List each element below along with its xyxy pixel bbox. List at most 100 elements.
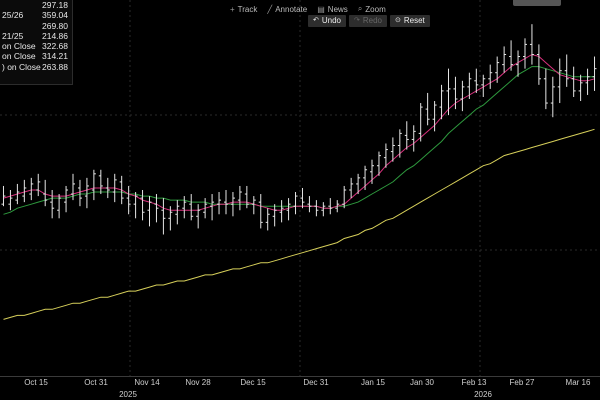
legend-row: 21/25 214.86: [0, 31, 72, 41]
ohlc-bar: [15, 183, 20, 205]
ohlc-bar: [77, 179, 82, 207]
ohlc-bar: [36, 173, 41, 197]
track-tool[interactable]: + Track: [230, 3, 257, 15]
ohlc-bar: [349, 177, 354, 199]
ohlc-bar: [474, 68, 479, 93]
ohlc-bar: [189, 194, 194, 221]
ohlc-bar: [363, 165, 368, 190]
ohlc-bar: [370, 159, 375, 184]
ohlc-bar: [557, 58, 562, 104]
x-year-label: 2026: [474, 390, 492, 399]
ohlc-bar: [460, 80, 465, 112]
ohlc-bar: [578, 74, 583, 102]
reset-button[interactable]: ⊙ Reset: [390, 15, 430, 27]
ohlc-bar: [488, 64, 493, 89]
ohlc-bar: [522, 38, 527, 69]
ohlc-bar: [119, 175, 124, 205]
ma-long-line: [3, 128, 595, 320]
ohlc-bar: [300, 187, 305, 209]
ohlc-bar: [397, 129, 402, 158]
ohlc-bar: [439, 84, 444, 120]
ohlc-bar: [328, 198, 333, 215]
ohlc-bar: [529, 24, 534, 65]
history-actions: ↶ Undo ↷ Redo ⊙ Reset: [308, 15, 430, 27]
legend-value: 314.21: [42, 51, 68, 62]
redo-icon: ↷: [354, 17, 360, 24]
chart-grid: [0, 0, 600, 376]
zoom-label: Zoom: [365, 4, 386, 14]
news-tool[interactable]: ▤ News: [317, 3, 348, 15]
ohlc-bar: [126, 185, 131, 215]
ohlc-bar: [175, 200, 180, 225]
ohlc-bar: [390, 137, 395, 162]
undo-icon: ↶: [313, 17, 319, 24]
annotate-label: Annotate: [275, 4, 308, 14]
x-tick-label: Nov 28: [185, 378, 211, 387]
x-tick-label: Feb 27: [509, 378, 535, 387]
ohlc-bar: [50, 190, 55, 219]
redo-button[interactable]: ↷ Redo: [349, 15, 387, 27]
ohlc-bar: [251, 196, 256, 215]
ohlc-bar: [286, 198, 291, 221]
ohlc-bar: [8, 190, 13, 211]
undo-button[interactable]: ↶ Undo: [308, 15, 346, 27]
ohlc-bar: [550, 76, 555, 118]
ohlc-bar: [342, 185, 347, 209]
x-tick-label: Dec 31: [303, 378, 329, 387]
legend-value: 322.68: [42, 41, 68, 52]
legend-row: 297.18: [0, 0, 72, 10]
legend-row: 269.80: [0, 21, 72, 31]
ohlc-bar: [182, 196, 187, 219]
legend-value: 214.86: [42, 30, 68, 41]
ohlc-bar: [237, 185, 242, 211]
ohlc-bar: [217, 192, 222, 215]
annotate-tool[interactable]: ╱ Annotate: [267, 3, 307, 15]
ma-short-line: [3, 53, 595, 211]
ohlc-bar: [57, 194, 62, 219]
ohlc-bar: [147, 196, 152, 227]
ohlc-bar: [446, 68, 451, 116]
ohlc-bar: [425, 92, 430, 126]
x-tick-label: Dec 15: [240, 378, 266, 387]
ohlc-bar: [43, 179, 48, 207]
ohlc-bar: [307, 196, 312, 213]
x-tick-label: Mar 16: [565, 378, 591, 387]
ohlc-bar: [133, 192, 138, 219]
redo-label: Redo: [362, 16, 382, 25]
ohlc-bar: [161, 198, 166, 235]
ohlc-bar: [432, 101, 437, 132]
ohlc-bar: [22, 179, 27, 203]
legend-value: 269.80: [42, 20, 68, 31]
legend-value: 297.18: [42, 0, 68, 10]
ohlc-bar: [516, 50, 521, 77]
ohlc-bar: [265, 208, 270, 231]
ohlc-bar: [411, 125, 416, 152]
x-tick-label: Jan 15: [360, 378, 386, 387]
top-right-tab[interactable]: [513, 0, 561, 6]
ohlc-bar: [279, 200, 284, 223]
ohlc-bar: [210, 194, 215, 221]
ohlc-bar: [564, 54, 569, 87]
ohlc-bar: [98, 169, 103, 195]
legend-panel: 297.18 25/26 359.04 269.80 21/25 214.86 on…: [0, 0, 73, 85]
legend-value: 263.88: [42, 61, 68, 72]
ohlc-bar: [356, 173, 361, 195]
legend-row: on Close 314.21: [0, 51, 72, 61]
ohlc-bar: [404, 121, 409, 150]
ohlc-bar: [502, 46, 507, 73]
ohlc-bar: [314, 200, 319, 217]
x-year-label: 2025: [119, 390, 137, 399]
ohlc-bar: [376, 151, 381, 176]
ohlc-bar: [105, 177, 110, 199]
ohlc-bar: [1, 185, 6, 207]
ohlc-bar: [481, 74, 486, 97]
ohlc-bar: [467, 72, 472, 99]
zoom-tool[interactable]: ⌕ Zoom: [358, 3, 386, 15]
chart-toolbar: + Track ╱ Annotate ▤ News ⌕ Zoom: [230, 3, 386, 15]
ohlc-bar: [112, 173, 117, 203]
x-axis-line: [0, 376, 600, 377]
ohlc-bar: [536, 44, 541, 85]
news-icon: ▤: [317, 4, 325, 14]
ohlc-bar: [453, 76, 458, 110]
